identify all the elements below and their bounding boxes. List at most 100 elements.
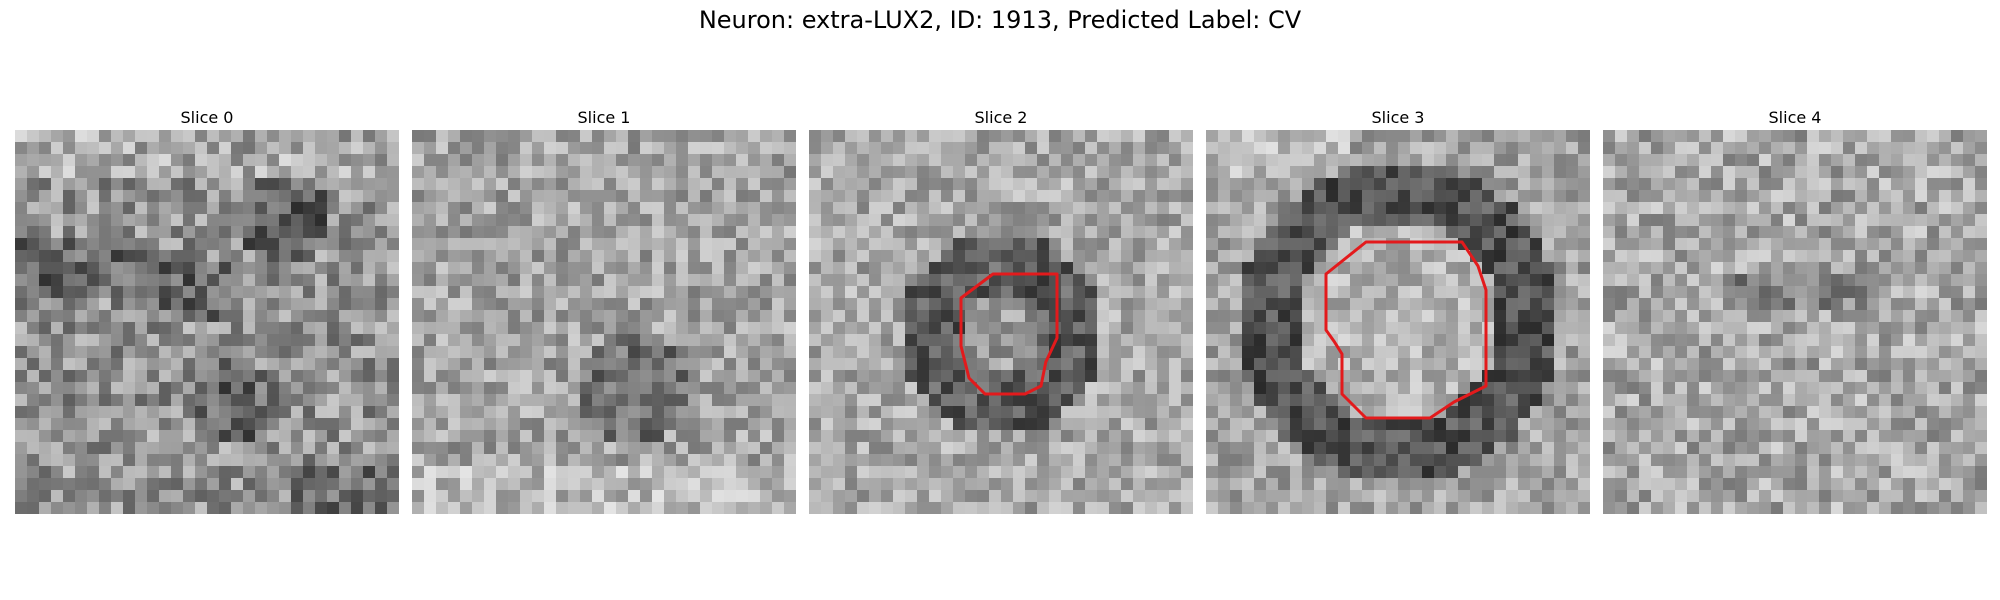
pixel [1542,346,1555,359]
pixel [1157,202,1170,215]
pixel [1302,226,1315,239]
pixel [1410,310,1423,323]
pixel [1266,238,1279,251]
pixel [375,430,388,443]
pixel [688,382,701,395]
pixel [1242,190,1255,203]
pixel [532,490,545,503]
pixel [448,130,461,143]
pixel [1566,286,1579,299]
pixel [303,226,316,239]
pixel [604,250,617,263]
pixel [520,334,533,347]
pixel [1061,454,1074,467]
pixel [592,238,605,251]
pixel [1867,322,1880,335]
pixel [375,478,388,491]
pixel [544,166,557,179]
pixel [1735,202,1748,215]
pixel [809,142,822,155]
pixel [1434,502,1447,514]
pixel [27,202,40,215]
pixel [1001,406,1014,419]
pixel [255,454,268,467]
pixel [472,274,485,287]
pixel [917,130,930,143]
pixel [1963,238,1976,251]
pixel [664,370,677,383]
pixel [1927,298,1940,311]
pixel [15,346,28,359]
pixel [821,490,834,503]
pixel [87,214,100,227]
pixel [315,334,328,347]
pixel [291,142,304,155]
pixel [1699,406,1712,419]
pixel [712,370,725,383]
pixel [1494,490,1507,503]
pixel [1831,202,1844,215]
pixel [1085,178,1098,191]
pixel [1157,334,1170,347]
pixel [339,478,352,491]
pixel [1326,346,1339,359]
pixel [111,274,124,287]
pixel [496,226,509,239]
pixel [664,262,677,275]
pixel [15,310,28,323]
pixel [676,430,689,443]
pixel [1169,226,1182,239]
pixel [604,142,617,155]
pixel [460,334,473,347]
pixel [1530,154,1543,167]
pixel [1266,178,1279,191]
pixel [1494,502,1507,514]
pixel [1735,238,1748,251]
pixel [1578,334,1590,347]
pixel [1169,358,1182,371]
pixel [171,454,184,467]
pixel [664,430,677,443]
pixel [1891,382,1904,395]
pixel [1290,130,1303,143]
pixel [1242,418,1255,431]
pixel [484,286,497,299]
pixel [1879,346,1892,359]
pixel [1807,178,1820,191]
pixel [1242,382,1255,395]
pixel [327,370,340,383]
pixel [508,430,521,443]
pixel [616,502,629,514]
pixel [1422,166,1435,179]
pixel [640,262,653,275]
pixel [1783,190,1796,203]
pixel [1025,178,1038,191]
pixel [592,502,605,514]
pixel [123,490,136,503]
pixel [809,298,822,311]
pixel [1771,178,1784,191]
pixel [1482,142,1495,155]
pixel [135,490,148,503]
pixel [1398,274,1411,287]
pixel [1518,490,1531,503]
pixel [147,250,160,263]
pixel [111,238,124,251]
pixel [556,346,569,359]
pixel [532,178,545,191]
pixel [15,418,28,431]
pixel [821,502,834,514]
pixel [291,346,304,359]
pixel [1783,226,1796,239]
pixel [183,334,196,347]
pixel [63,154,76,167]
pixel [1542,286,1555,299]
pixel [1145,478,1158,491]
pixel [291,502,304,514]
pixel [436,466,449,479]
pixel [1927,142,1940,155]
pixel [15,430,28,443]
pixel [291,214,304,227]
pixel [1470,358,1483,371]
pixel [724,478,737,491]
